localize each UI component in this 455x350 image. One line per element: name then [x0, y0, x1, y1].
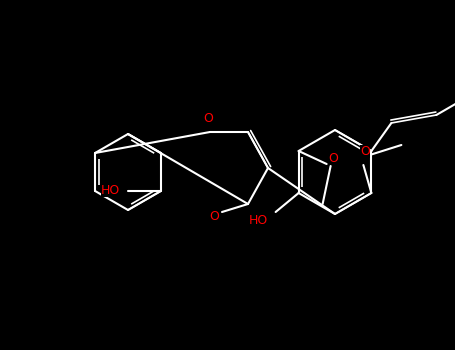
Text: HO: HO — [101, 183, 120, 196]
Text: O: O — [329, 152, 339, 164]
Text: O: O — [203, 112, 213, 125]
Text: HO: HO — [248, 214, 268, 226]
Text: O: O — [209, 210, 219, 223]
Text: O: O — [360, 145, 370, 158]
